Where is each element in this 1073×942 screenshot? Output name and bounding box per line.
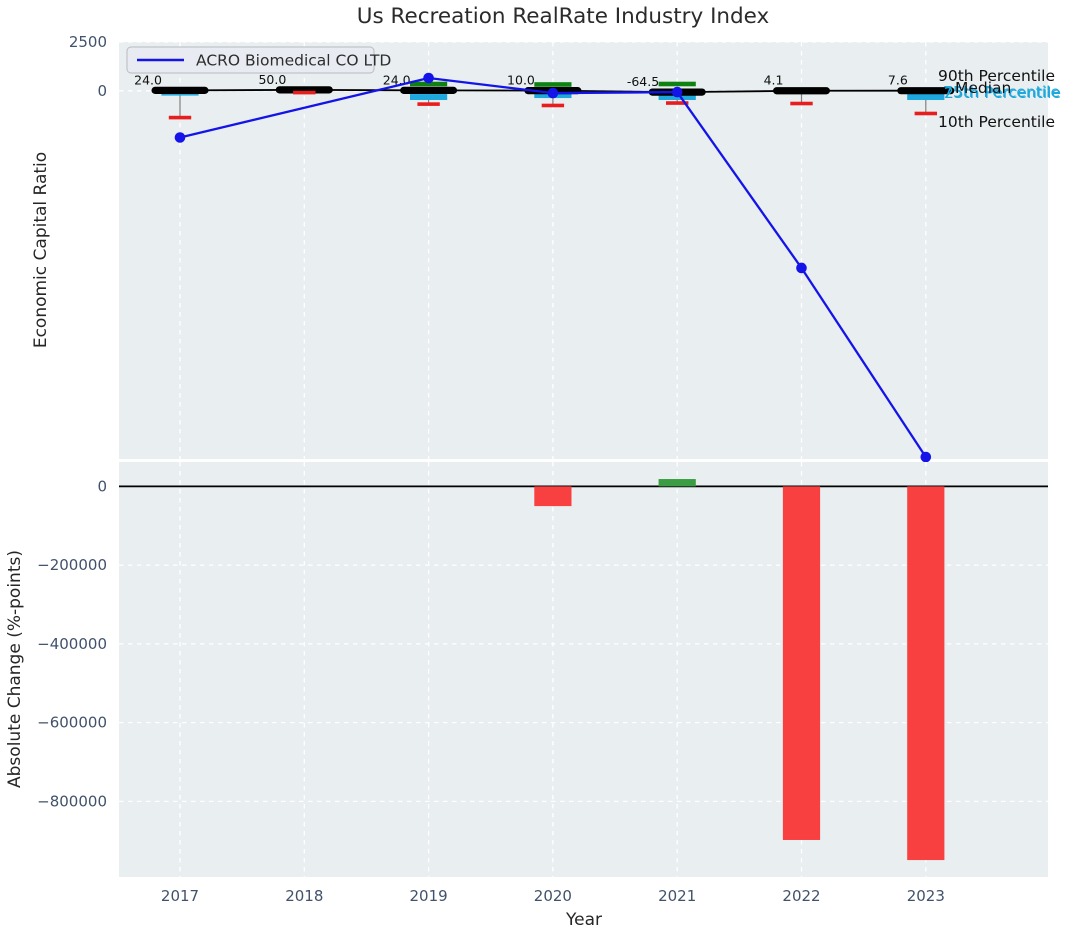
xtick-2022: 2022	[782, 887, 820, 905]
p10-dash-2021	[666, 101, 689, 105]
bottom-ytick-0: 0	[97, 477, 107, 495]
top-plot-content: 24.0 50.0 24.0 10.0 -64.5 4.1 7.6	[134, 72, 955, 462]
iqr-band-2019	[410, 94, 448, 101]
xtick-2019: 2019	[410, 887, 448, 905]
legend: ACRO Biomedical CO LTD	[126, 46, 391, 74]
median-value-label-2018: 50.0	[258, 72, 286, 87]
median-value-label-2022: 4.1	[764, 73, 784, 88]
median-value-label-2017: 24.0	[134, 72, 162, 87]
xtick-2023: 2023	[907, 887, 945, 905]
top-ytick-0: 0	[97, 82, 107, 100]
xtick-2021: 2021	[658, 887, 696, 905]
bottom-ytick--200000: −200000	[37, 556, 107, 574]
legend-label: ACRO Biomedical CO LTD	[196, 52, 391, 70]
chart-title: Us Recreation RealRate Industry Index	[356, 4, 770, 29]
company-point-2021	[671, 86, 683, 98]
company-point-2017	[174, 132, 186, 143]
median-value-label-2020: 10.0	[507, 73, 535, 88]
chart-generated-layer: 24.0 50.0 24.0 10.0 -64.5 4.1 7.6250000−200000…	[37, 33, 1048, 905]
median-bar-2023	[897, 87, 955, 95]
p90-dash-2021	[658, 81, 696, 87]
annotation-25th-percentile: 25th Percentile	[944, 84, 1061, 102]
x-axis-label: Year	[565, 910, 602, 930]
change-bar-2022	[782, 486, 821, 840]
median-bar-2022	[773, 87, 830, 95]
top-plot-background	[119, 42, 1048, 459]
bottom-ytick--600000: −600000	[37, 714, 107, 732]
p10-dash-2017	[168, 115, 192, 120]
xtick-2017: 2017	[161, 887, 199, 905]
bottom-y-axis-label: Absolute Change (%-points)	[5, 550, 25, 788]
p10-dash-2022	[790, 101, 813, 106]
top-y-axis-label: Economic Capital Ratio	[31, 152, 51, 348]
xtick-2020: 2020	[534, 887, 572, 905]
change-bar-2020	[534, 486, 572, 507]
median-bar-2018	[275, 86, 333, 94]
iqr-band-2023	[907, 92, 945, 101]
p10-dash-2023	[914, 111, 937, 116]
p90-dash-2019	[410, 81, 448, 87]
legend-box	[126, 46, 375, 74]
top-ytick-2500: 2500	[69, 33, 107, 51]
company-point-2023	[920, 451, 932, 462]
company-point-2019	[423, 72, 434, 84]
p90-dash-2020	[534, 82, 572, 87]
xtick-2018: 2018	[285, 887, 323, 905]
company-point-2020	[547, 87, 559, 99]
median-bar-2017	[151, 86, 209, 94]
bottom-ytick--400000: −400000	[37, 635, 107, 653]
annotation-90th-percentile: 90th Percentile	[938, 67, 1055, 85]
iqr-band-2017	[161, 92, 199, 96]
p10-dash-2019	[417, 102, 440, 106]
change-bar-2021	[658, 479, 696, 487]
bottom-ytick--800000: −800000	[37, 792, 107, 810]
company-line	[179, 76, 927, 458]
p10-dash-2018	[293, 90, 316, 95]
median-value-label-2021: -64.5	[627, 74, 659, 89]
change-bar-2023	[907, 486, 945, 861]
annotation-median: Median	[955, 79, 1011, 97]
annotation-10th-percentile: 10th Percentile	[938, 113, 1055, 131]
p10-dash-2020	[541, 103, 565, 108]
bottom-plot-background	[119, 462, 1048, 877]
annotation-75th-percentile: 75th Percentile	[943, 83, 1060, 101]
median-bar-2019	[400, 86, 458, 94]
median-value-label-2023: 7.6	[888, 73, 908, 88]
company-point-2022	[796, 262, 807, 274]
